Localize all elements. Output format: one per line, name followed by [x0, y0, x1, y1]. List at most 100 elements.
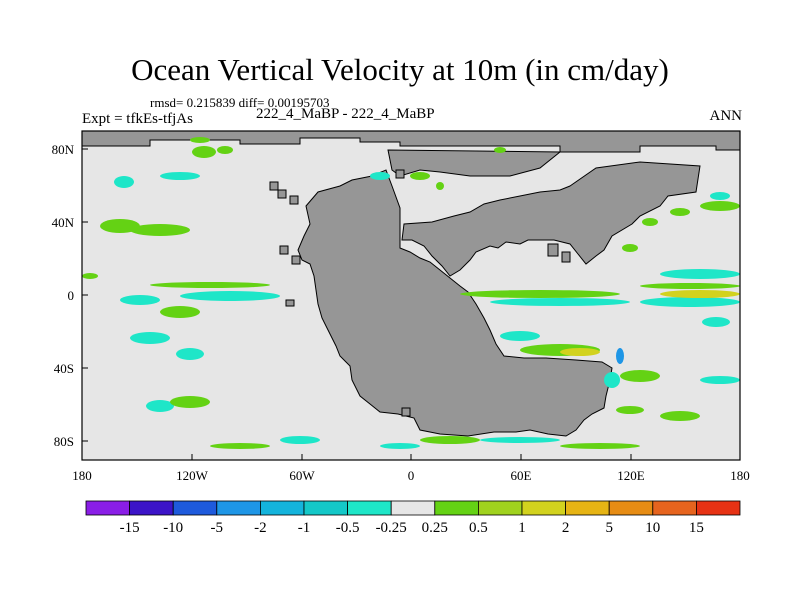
positive-anomaly [620, 370, 660, 382]
negative-anomaly [280, 436, 320, 444]
colorbar-swatch [390, 500, 436, 516]
lat-tick-label: 40N [52, 215, 75, 230]
positive-anomaly [494, 147, 506, 153]
colorbar-swatch [259, 500, 305, 516]
map-panel [81, 130, 741, 461]
colorbar-label: 0.25 [422, 520, 448, 536]
lon-tick-label: 120W [176, 468, 209, 483]
positive-anomaly [130, 224, 190, 236]
lon-tick-label: 0 [408, 468, 415, 483]
positive-anomaly [660, 411, 700, 421]
island [285, 299, 295, 307]
negative-anomaly [380, 443, 420, 449]
positive-anomaly [460, 290, 620, 298]
lon-tick-label: 180 [730, 468, 750, 483]
positive-anomaly [560, 348, 600, 356]
negative-anomaly [370, 172, 390, 180]
colorbar-label: -0.25 [376, 520, 407, 536]
season-label: ANN [709, 108, 743, 124]
case-label: 222_4_MaBP - 222_4_MaBP [256, 106, 435, 122]
colorbar-swatch [216, 500, 261, 516]
east-asia-land [401, 161, 701, 277]
colorbar-swatch [347, 500, 392, 516]
colorbar-label: -10 [163, 520, 183, 536]
negative-anomaly [490, 298, 630, 306]
colorbar-label: 0.5 [469, 520, 488, 536]
colorbar-label: -2 [254, 520, 267, 536]
lon-tick-label: 60W [289, 468, 315, 483]
main-continent-land [297, 169, 613, 437]
colorbar-swatch [129, 500, 174, 516]
positive-anomaly [640, 283, 740, 289]
island [561, 251, 571, 263]
positive-anomaly [642, 218, 658, 226]
positive-anomaly [150, 282, 270, 288]
colorbar-label: 15 [689, 520, 704, 536]
negative-anomaly [616, 348, 624, 364]
negative-anomaly [160, 172, 200, 180]
lon-tick-label: 180 [72, 468, 92, 483]
colorbar-swatch [85, 500, 130, 516]
stats-label: rmsd= 0.215839 diff= 0.00195703 [150, 95, 330, 110]
axes: 80N 40N 0 40S 80S 180 120W 60W 0 60E 120… [52, 142, 750, 483]
colorbar-swatch [303, 500, 348, 516]
positive-anomaly [192, 146, 216, 158]
colorbar-label: -1 [298, 520, 311, 536]
colorbar-swatch [172, 500, 218, 516]
negative-anomaly [130, 332, 170, 344]
negative-anomaly [700, 376, 740, 384]
negative-anomaly [114, 176, 134, 188]
negative-anomaly [176, 348, 204, 360]
island [289, 195, 299, 205]
negative-anomaly [146, 400, 174, 412]
island [395, 169, 405, 179]
positive-anomaly [660, 290, 740, 298]
colorbar-swatch [521, 500, 566, 516]
negative-anomaly [500, 331, 540, 341]
colorbar-label: 5 [605, 520, 613, 536]
experiment-label: Expt = tfkEs-tfjAs [82, 111, 193, 127]
positive-anomaly [670, 208, 690, 216]
negative-anomaly [640, 297, 740, 307]
colorbar-swatch [477, 500, 523, 516]
positive-anomaly [700, 201, 740, 211]
lon-tick-label: 60E [511, 468, 532, 483]
positive-anomaly [82, 273, 98, 279]
colorbar-swatch [696, 500, 741, 516]
positive-anomaly [622, 244, 638, 252]
positive-anomaly [217, 146, 233, 154]
colorbar-label: -5 [211, 520, 224, 536]
colorbar: -15 -10 -5 -2 -1 -0.5 -0.25 0.25 0.5 1 2 5 10 15 [85, 500, 741, 536]
positive-anomaly [160, 306, 200, 318]
lat-tick-label: 0 [68, 288, 75, 303]
positive-anomaly [436, 182, 444, 190]
positive-anomaly [170, 396, 210, 408]
negative-anomaly [604, 372, 620, 388]
colorbar-label: 1 [518, 520, 526, 536]
colorbar-label: -0.5 [336, 520, 360, 536]
island [547, 243, 559, 257]
island [401, 407, 411, 417]
lat-tick-label: 40S [54, 361, 74, 376]
negative-anomaly [180, 291, 280, 301]
positive-anomaly [410, 172, 430, 180]
positive-anomaly [190, 137, 210, 143]
island [277, 189, 287, 199]
colorbar-label: -15 [120, 520, 140, 536]
colorbar-swatch [565, 500, 610, 516]
colorbar-swatch [608, 500, 654, 516]
negative-anomaly [710, 192, 730, 200]
positive-anomaly [210, 443, 270, 449]
negative-anomaly [660, 269, 740, 279]
negative-anomaly [480, 437, 560, 443]
anomaly-contours [82, 137, 740, 449]
colorbar-swatch [434, 500, 479, 516]
negative-anomaly [702, 317, 730, 327]
lat-tick-label: 80N [52, 142, 75, 157]
lat-tick-label: 80S [54, 434, 74, 449]
colorbar-swatch [652, 500, 697, 516]
land-masses [81, 130, 741, 437]
plot-title: Ocean Vertical Velocity at 10m (in cm/da… [131, 52, 669, 87]
negative-anomaly [120, 295, 160, 305]
